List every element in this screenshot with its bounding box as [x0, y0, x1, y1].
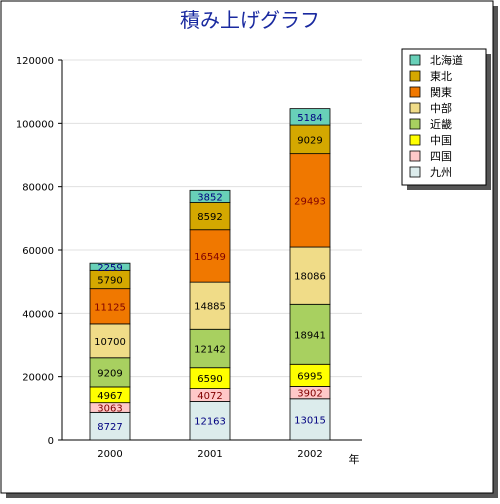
- x-tick-label: 2001: [197, 449, 222, 460]
- data-label: 12142: [194, 344, 226, 355]
- data-label: 16549: [194, 252, 226, 263]
- bar-segment: [189, 229, 231, 283]
- legend-swatch: [409, 166, 421, 178]
- data-label: 29493: [294, 196, 326, 207]
- data-label: 18086: [294, 272, 326, 283]
- y-tick-label: 20000: [22, 373, 54, 384]
- data-label: 2259: [97, 263, 122, 274]
- data-label: 6590: [197, 374, 222, 385]
- bar-segment: [89, 323, 131, 359]
- data-label: 3902: [297, 389, 322, 400]
- chart-title: 積み上げグラフ: [180, 8, 320, 32]
- bar-segment: [189, 328, 231, 369]
- legend-label: 近畿: [430, 117, 452, 131]
- bar-segment: [289, 153, 331, 248]
- bars: [89, 108, 331, 441]
- legend-label: 北海道: [430, 53, 463, 67]
- x-axis-title: 年: [349, 452, 360, 466]
- data-label: 3852: [197, 192, 222, 203]
- legend-swatch: [409, 70, 421, 82]
- y-tick-label: 60000: [22, 246, 54, 257]
- data-label: 14885: [194, 302, 226, 313]
- data-label: 10700: [94, 337, 126, 348]
- legend-swatch: [409, 118, 421, 130]
- bar-segment: [289, 303, 331, 365]
- legend-swatch: [409, 54, 421, 66]
- legend-swatch: [409, 86, 421, 98]
- legend-label: 九州: [430, 166, 452, 179]
- y-tick-label: 40000: [22, 309, 54, 320]
- bar-segment: [189, 281, 231, 330]
- bar-segment: [89, 262, 131, 271]
- legend-swatch: [409, 102, 421, 114]
- data-label: 5184: [297, 113, 322, 124]
- data-label: 6995: [297, 371, 322, 382]
- bar-segment: [189, 202, 231, 231]
- y-tick-label: 80000: [22, 183, 54, 194]
- data-label: 9209: [97, 368, 122, 379]
- data-label: 5790: [97, 275, 122, 286]
- bar-segment: [89, 357, 131, 388]
- bar-segment: [289, 246, 331, 305]
- data-label: 18941: [294, 330, 326, 341]
- legend-label: 東北: [430, 70, 452, 83]
- data-label: 9029: [297, 135, 322, 146]
- data-label: 11125: [94, 302, 126, 313]
- y-tick-label: 120000: [16, 56, 54, 67]
- bar-segment: [289, 124, 331, 155]
- bar-segment: [89, 411, 131, 441]
- y-tick-label: 0: [48, 436, 54, 447]
- y-tick-label: 100000: [16, 119, 54, 130]
- bar-segment: [289, 398, 331, 441]
- x-tick-label: 2002: [297, 449, 322, 460]
- legend-swatch: [409, 134, 421, 146]
- x-tick-label: 2000: [97, 449, 122, 460]
- legend-swatch: [409, 150, 421, 162]
- data-label: 4967: [97, 391, 122, 402]
- bar-segment: [189, 189, 231, 203]
- data-label: 12163: [194, 417, 226, 428]
- legend-label: 関東: [430, 86, 452, 99]
- bar-segment: [289, 108, 331, 126]
- legend-label: 中部: [430, 101, 452, 115]
- data-label: 3063: [97, 404, 122, 415]
- bar-segment: [89, 288, 131, 325]
- data-label: 8727: [97, 422, 122, 433]
- data-label: 13015: [294, 415, 326, 426]
- legend-label: 四国: [430, 150, 452, 163]
- data-label: 8592: [197, 212, 222, 223]
- legend-label: 中国: [430, 134, 452, 147]
- data-label: 4072: [197, 391, 222, 402]
